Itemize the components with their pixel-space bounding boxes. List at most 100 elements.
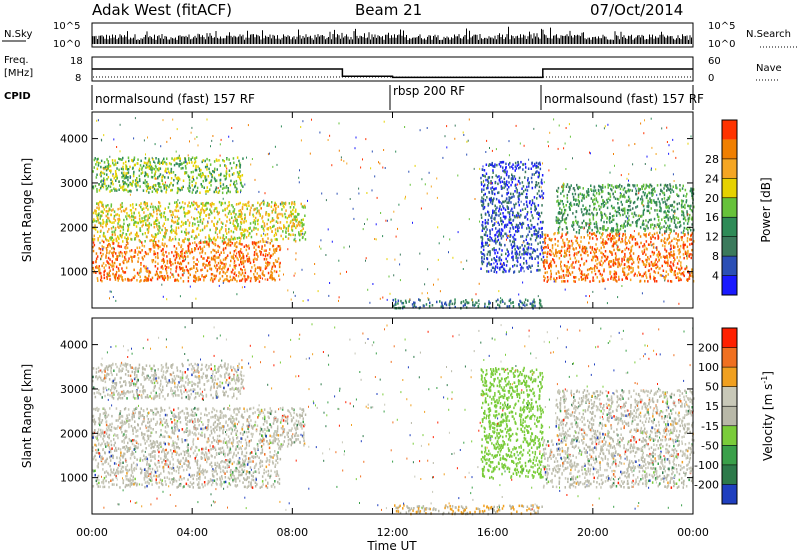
echo-cell — [501, 161, 503, 164]
echo-cell — [107, 239, 110, 242]
echo-cell — [111, 221, 113, 224]
echo-cell — [644, 271, 647, 274]
echo-cell — [674, 245, 676, 249]
echo-cell — [593, 252, 596, 255]
echo-cell — [580, 208, 583, 211]
echo-cell — [201, 247, 204, 250]
echo-cell — [230, 179, 232, 183]
echo-cell — [222, 234, 225, 237]
echo-cell — [160, 213, 162, 217]
echo-cell — [615, 214, 618, 217]
echo-cell — [491, 214, 493, 217]
echo-cell — [618, 278, 620, 281]
echo-cell — [598, 280, 601, 283]
echo-cell — [612, 278, 615, 281]
echo-cell — [616, 280, 618, 283]
echo-cell — [531, 214, 533, 217]
echo-cell — [319, 245, 320, 248]
echo-cell — [686, 245, 689, 249]
echo-cell — [208, 236, 210, 239]
echo-cell — [543, 237, 546, 241]
echo-cell — [213, 236, 216, 240]
echo-cell — [516, 164, 518, 167]
echo-cell — [229, 162, 232, 165]
echo-cell — [605, 214, 607, 217]
echo-cell — [112, 182, 114, 186]
echo-cell — [648, 264, 651, 267]
echo-cell — [532, 248, 534, 251]
echo-cell — [661, 264, 663, 268]
echo-cell — [100, 258, 101, 261]
echo-cell — [591, 233, 593, 236]
echo-cell — [487, 222, 489, 225]
echo-cell — [96, 255, 99, 258]
echo-cell — [238, 263, 241, 267]
echo-cell — [632, 207, 634, 210]
echo-cell — [600, 236, 602, 239]
echo-cell — [188, 158, 190, 161]
echo-cell — [100, 222, 102, 225]
echo-cell — [496, 206, 498, 209]
echo-cell — [537, 217, 540, 221]
echo-cell — [210, 251, 212, 254]
echo-cell — [130, 218, 133, 222]
echo-cell — [164, 160, 166, 164]
echo-cell — [201, 174, 203, 178]
echo-cell — [235, 245, 238, 249]
echo-cell — [202, 257, 204, 260]
echo-cell — [667, 186, 669, 190]
echo-cell — [195, 164, 197, 168]
echo-cell — [269, 256, 272, 259]
echo-cell — [227, 204, 229, 208]
echo-cell — [512, 163, 514, 166]
echo-cell — [288, 233, 290, 236]
echo-cell — [240, 237, 242, 240]
echo-cell — [233, 244, 236, 247]
echo-cell — [146, 185, 148, 188]
echo-cell — [145, 278, 148, 281]
echo-cell — [614, 190, 616, 193]
echo-cell — [618, 238, 620, 241]
echo-cell — [213, 190, 215, 194]
echo-cell — [530, 247, 532, 250]
echo-cell — [682, 241, 685, 244]
echo-cell — [567, 268, 569, 272]
echo-cell — [567, 241, 569, 244]
echo-cell — [265, 258, 268, 261]
echo-cell — [194, 222, 196, 226]
echo-cell — [500, 265, 503, 269]
echo-cell — [161, 265, 163, 268]
echo-cell — [643, 263, 646, 266]
echo-cell — [129, 204, 132, 207]
echo-cell — [621, 257, 623, 261]
echo-cell — [204, 175, 207, 178]
echo-cell — [495, 174, 497, 177]
echo-cell — [94, 157, 96, 160]
echo-cell — [555, 252, 557, 255]
echo-cell — [491, 202, 494, 206]
echo-cell — [669, 231, 671, 235]
echo-cell — [651, 234, 654, 237]
echo-cell — [600, 211, 602, 214]
echo-cell — [154, 233, 157, 236]
echo-cell — [277, 245, 279, 248]
echo-cell — [532, 165, 534, 168]
echo-cell — [593, 198, 596, 201]
echo-cell — [214, 178, 216, 181]
echo-cell — [192, 203, 195, 207]
echo-cell — [112, 225, 115, 229]
echo-cell — [602, 243, 604, 246]
echo-cell — [181, 162, 183, 166]
echo-cell — [103, 270, 105, 274]
echo-cell — [519, 263, 522, 266]
echo-cell — [217, 236, 219, 239]
echo-cell — [626, 224, 629, 227]
echo-cell — [158, 162, 161, 165]
echo-cell — [109, 278, 111, 281]
echo-cell — [575, 219, 577, 223]
echo-cell — [581, 221, 583, 225]
echo-cell — [663, 187, 665, 190]
echo-cell — [634, 143, 636, 145]
echo-cell — [272, 244, 274, 248]
echo-cell — [630, 235, 632, 238]
